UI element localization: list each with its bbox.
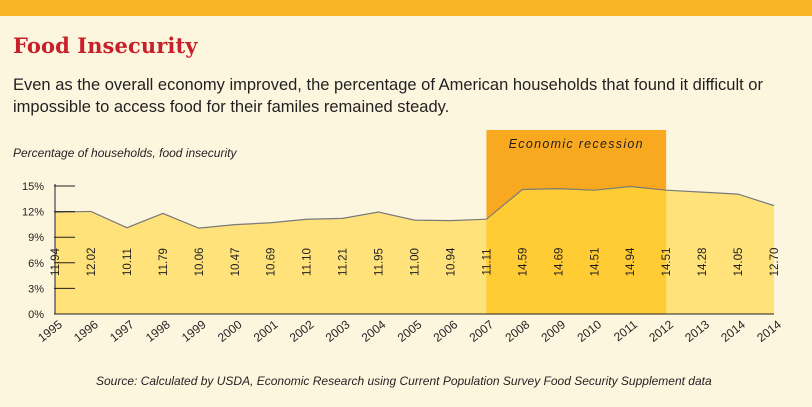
x-tick-label: 2013	[682, 317, 712, 345]
data-label: 10.11	[122, 248, 134, 276]
x-tick-label: 2011	[611, 317, 640, 344]
x-tick-label: 1996	[71, 317, 101, 345]
y-axis-label: Percentage of households, food insecurit…	[13, 146, 237, 160]
x-tick-label: 1997	[107, 317, 137, 345]
x-tick-label: 2007	[467, 317, 497, 345]
data-label: 14.69	[553, 248, 565, 277]
series-line	[54, 185, 775, 229]
source-note: Source: Calculated by USDA, Economic Res…	[96, 374, 712, 388]
x-tick-label: 2012	[646, 317, 676, 345]
x-tick-label: 2014	[718, 317, 748, 345]
y-tick-label: 12%	[22, 207, 44, 219]
x-tick-label: 2002	[287, 317, 317, 345]
x-tick-label: 2005	[395, 317, 425, 345]
data-label: 10.94	[445, 247, 457, 276]
x-tick-label: 2000	[215, 317, 245, 345]
x-tick-label: 1999	[179, 317, 209, 345]
y-tick-label: 0%	[28, 309, 44, 321]
data-label: 11.11	[481, 248, 493, 275]
x-tick-label: 2009	[538, 317, 568, 345]
recession-area-highlight	[486, 186, 667, 314]
data-label: 14.51	[661, 248, 673, 277]
x-tick-label: 2014	[754, 317, 784, 345]
x-tick-label: 2010	[574, 317, 604, 345]
data-label: 11.00	[410, 248, 422, 276]
y-tick-label: 9%	[28, 232, 44, 244]
y-tick-label: 15%	[22, 181, 44, 193]
data-label: 14.05	[733, 248, 745, 277]
data-label: 10.47	[230, 248, 242, 277]
x-tick-label: 1995	[35, 317, 65, 345]
data-label: 14.51	[589, 248, 601, 277]
data-label: 11.10	[302, 248, 314, 276]
data-label: 11.21	[338, 248, 350, 276]
subtitle: Even as the overall economy improved, th…	[13, 76, 763, 116]
y-tick-label: 3%	[28, 283, 44, 295]
data-label: 11.79	[158, 248, 170, 276]
page-title: Food Insecurity	[13, 33, 198, 58]
x-tick-label: 2006	[431, 317, 461, 345]
top-accent-bar	[0, 0, 812, 16]
data-label: 12.70	[769, 248, 781, 277]
data-label: 11.95	[374, 248, 386, 276]
recession-label: Economic recession	[509, 137, 644, 151]
x-tick-label: 2004	[359, 317, 389, 345]
x-tick-label: 2001	[251, 317, 281, 345]
data-label: 11.94	[50, 247, 62, 276]
x-tick-label: 2003	[323, 317, 353, 345]
data-label: 14.28	[697, 248, 709, 277]
data-label: 10.06	[194, 248, 206, 277]
data-label: 14.94	[625, 247, 637, 276]
x-tick-label: 2008	[503, 317, 533, 345]
data-label: 12.02	[86, 248, 98, 277]
x-tick-label: 1998	[143, 317, 173, 345]
data-label: 14.59	[517, 248, 529, 277]
data-label: 10.69	[266, 248, 278, 277]
y-tick-label: 6%	[28, 258, 44, 270]
